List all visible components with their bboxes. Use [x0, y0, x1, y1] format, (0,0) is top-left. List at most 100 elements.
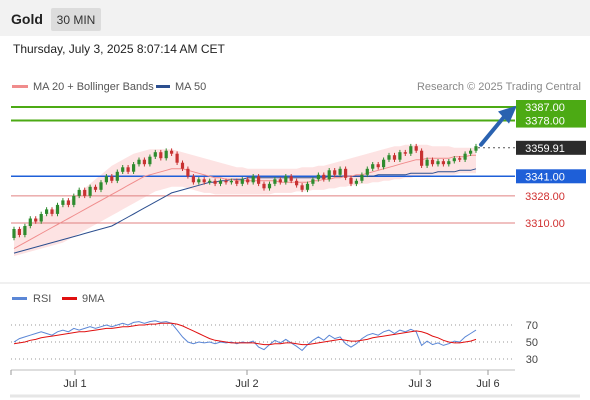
candle-38: [218, 178, 223, 187]
candle-20: [121, 165, 125, 174]
datetime-stamp: Thursday, July 3, 2025 8:07:14 AM CET: [13, 42, 226, 56]
candle-30: [175, 151, 179, 165]
candle-73: [409, 143, 413, 156]
x-tick-label-1: Jul 2: [235, 378, 258, 390]
candle-62: [349, 175, 353, 187]
rsi-tick-50: 50: [526, 337, 538, 349]
candle-68: [382, 157, 386, 170]
candle-11: [72, 193, 76, 208]
candle-25: [148, 154, 152, 167]
candle-31: [180, 160, 185, 171]
candle-65: [365, 166, 369, 178]
projection-arrow-shaft: [479, 112, 508, 147]
timeframe-label: 30 MIN: [57, 13, 96, 27]
candle-7: [50, 207, 54, 217]
timeframe-button[interactable]: [51, 8, 101, 31]
projection-arrow-layer: [479, 105, 517, 147]
candle-12: [77, 187, 81, 199]
candle-18: [110, 174, 114, 184]
last_price-tag-2: [516, 140, 586, 155]
candle-37: [213, 178, 217, 187]
candle-64: [360, 172, 364, 184]
candle-24: [142, 157, 146, 167]
candle-9: [61, 198, 65, 208]
candle-53: [300, 183, 304, 193]
candle-34: [197, 177, 201, 185]
candle-60: [338, 166, 342, 178]
candle-4: [34, 216, 38, 224]
candle-46: [262, 181, 266, 191]
candle-2: [23, 223, 27, 238]
resistance-value-1: 3378.00: [525, 116, 565, 128]
candle-45: [257, 174, 261, 187]
candle-14: [88, 184, 92, 199]
candle-69: [387, 152, 391, 162]
ma50-legend-label: MA 50: [175, 81, 206, 93]
ma20-legend-label: MA 20 + Bollinger Bands: [33, 81, 154, 93]
candle-61: [344, 166, 348, 181]
candle-33: [191, 174, 195, 185]
candle-84: [469, 148, 473, 156]
candle-78: [436, 159, 440, 167]
candle-74: [414, 143, 418, 153]
candle-10: [66, 198, 70, 208]
bollinger-band-layer: [14, 144, 476, 257]
candle-48: [273, 177, 277, 187]
candle-32: [186, 166, 190, 179]
research-credit: Research © 2025 Trading Central: [417, 81, 581, 93]
rsi-legend-swatch: [12, 297, 27, 300]
candle-51: [289, 174, 293, 184]
candle-22: [132, 162, 136, 174]
candle-47: [267, 181, 272, 191]
candle-75: [420, 148, 424, 168]
candle-82: [458, 156, 462, 162]
candle-5: [39, 211, 43, 224]
candle-42: [240, 177, 244, 187]
candle-15: [93, 184, 98, 193]
candle-44: [251, 174, 255, 185]
rsi-ma-legend-label: 9MA: [82, 293, 105, 305]
rsi-legend-label: RSI: [33, 293, 51, 305]
candle-77: [430, 157, 435, 167]
last_price-value-2: 3359.91: [525, 143, 565, 155]
candle-80: [447, 159, 451, 167]
candle-28: [164, 148, 168, 161]
candle-13: [83, 187, 87, 199]
pivot-tag-3: [516, 169, 586, 184]
candle-54: [305, 181, 310, 193]
candle-49: [278, 177, 282, 185]
ma50-line: [13, 168, 477, 254]
candle-29: [170, 148, 174, 156]
candle-58: [327, 168, 331, 182]
candle-21: [126, 165, 130, 174]
candle-59: [333, 168, 337, 178]
support-value-5: 3310.00: [525, 218, 565, 230]
candle-6: [45, 207, 49, 217]
x-axis-layer: Jul 1 Jul 2 Jul 3 Jul 6: [10, 370, 500, 390]
resistance-tag-0: [516, 100, 586, 114]
moving-average-layer: [13, 154, 477, 254]
pivot-value-3: 3341.00: [525, 171, 565, 183]
candle-1: [17, 226, 21, 238]
candle-50: [284, 174, 288, 185]
x-tick-label-0: Jul 1: [63, 378, 86, 390]
candle-8: [55, 202, 60, 217]
candle-3: [28, 216, 32, 229]
candle-67: [376, 162, 380, 170]
projection-arrow-head: [498, 105, 517, 124]
candle-41: [235, 178, 239, 187]
candle-66: [371, 162, 375, 171]
candle-43: [246, 177, 250, 185]
candle-71: [398, 149, 402, 162]
key-levels-layer: [11, 106, 515, 224]
rsi-ma-line: [13, 322, 477, 346]
ma20-line: [13, 154, 476, 250]
candle-52: [295, 178, 299, 188]
symbol-title: Gold: [11, 11, 43, 27]
candle-81: [452, 156, 456, 164]
x-tick-label-2: Jul 3: [408, 378, 431, 390]
candle-27: [159, 149, 163, 161]
candle-0: [12, 226, 16, 241]
ma20-legend-swatch: [12, 85, 28, 88]
candle-56: [316, 172, 320, 182]
